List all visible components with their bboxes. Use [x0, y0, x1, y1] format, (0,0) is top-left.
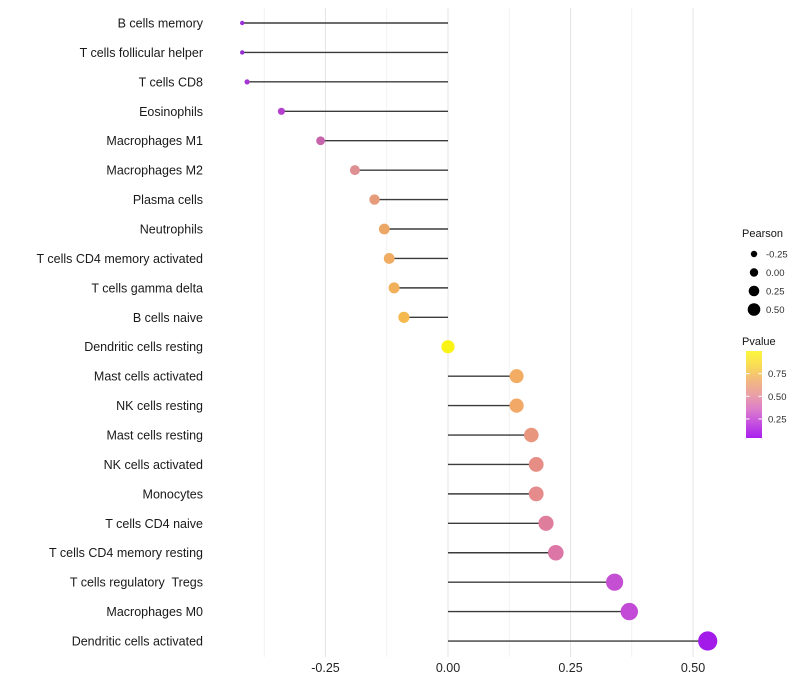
pearson-legend-dot [750, 250, 758, 258]
row-t-cells-follicular-helper: T cells follicular helper [80, 46, 448, 60]
row-macrophages-m0: Macrophages M0 [106, 602, 638, 621]
row-eosinophils: Eosinophils [139, 105, 448, 119]
pvalue-tick-label: 0.25 [768, 414, 787, 425]
ylabel-b-cells-memory: B cells memory [118, 17, 204, 31]
ylabel-macrophages-m2: Macrophages M2 [106, 164, 203, 178]
ylabel-t-cells-cd4-memory-activated: T cells CD4 memory activated [37, 252, 204, 266]
dot-t-cells-cd4-memory-activated [383, 253, 395, 264]
gridlines [263, 8, 694, 657]
row-neutrophils: Neutrophils [140, 223, 448, 237]
dot-b-cells-naive [398, 311, 410, 323]
ylabel-b-cells-naive: B cells naive [133, 311, 203, 325]
row-t-cells-cd4-naive: T cells CD4 naive [105, 515, 554, 531]
dot-macrophages-m1 [316, 136, 325, 146]
pearson-legend-label: 0.25 [766, 287, 785, 298]
row-t-cells-cd4-memory-activated: T cells CD4 memory activated [37, 252, 448, 266]
pearson-legend-dot [749, 268, 759, 277]
row-plasma-cells: Plasma cells [133, 193, 448, 207]
dot-macrophages-m0 [620, 602, 638, 621]
ylabel-t-cells-follicular-helper: T cells follicular helper [80, 46, 203, 60]
ylabel-t-cells-cd8: T cells CD8 [139, 75, 203, 89]
ylabel-macrophages-m0: Macrophages M0 [106, 605, 203, 619]
dot-mast-cells-activated [509, 369, 524, 384]
dot-b-cells-memory [240, 20, 245, 26]
dot-dendritic-cells-activated [698, 631, 718, 651]
row-macrophages-m2: Macrophages M2 [106, 164, 448, 178]
dot-t-cells-gamma-delta [388, 282, 400, 294]
row-b-cells-naive: B cells naive [133, 311, 448, 325]
ylabel-dendritic-cells-activated: Dendritic cells activated [72, 635, 203, 649]
pvalue-color-legend: Pvalue 0.75 0.50 0.25 [742, 336, 787, 438]
ylabel-nk-cells-activated: NK cells activated [104, 458, 203, 472]
dot-eosinophils [277, 107, 285, 115]
row-nk-cells-resting: NK cells resting [116, 398, 524, 413]
pvalue-tick-label: 0.75 [768, 369, 787, 380]
dot-monocytes [528, 486, 544, 502]
dot-t-cells-regulatory-tregs [606, 573, 624, 591]
x-tick-0.00: 0.00 [436, 661, 460, 675]
x-tick-0.50: 0.50 [681, 661, 705, 675]
ylabel-mast-cells-activated: Mast cells activated [94, 370, 203, 384]
ylabel-t-cells-gamma-delta: T cells gamma delta [91, 281, 203, 295]
x-tick-0.25: 0.25 [558, 661, 582, 675]
lollipop-rows: B cells memory T cells follicular helper T… [37, 17, 718, 651]
row-t-cells-cd4-memory-resting: T cells CD4 memory resting [49, 544, 564, 561]
dot-nk-cells-activated [528, 457, 544, 472]
ylabel-t-cells-regulatory-tregs: T cells regulatory Tregs [70, 576, 203, 590]
ylabel-plasma-cells: Plasma cells [133, 193, 203, 207]
dot-plasma-cells [369, 194, 380, 205]
ylabel-dendritic-cells-resting: Dendritic cells resting [84, 340, 203, 354]
ylabel-monocytes: Monocytes [143, 487, 203, 501]
pearson-legend-dot [747, 303, 761, 316]
row-mast-cells-activated: Mast cells activated [94, 369, 524, 384]
row-b-cells-memory: B cells memory [118, 17, 448, 31]
pvalue-legend-title: Pvalue [742, 336, 776, 348]
x-tick--0.25: -0.25 [311, 661, 340, 675]
x-axis: -0.25 0.00 0.25 0.50 [311, 661, 705, 675]
pvalue-colorbar-ticks: 0.75 0.50 0.25 [746, 369, 787, 425]
dot-t-cells-cd4-memory-resting [548, 544, 564, 561]
dot-macrophages-m2 [349, 165, 360, 176]
row-dendritic-cells-resting: Dendritic cells resting [84, 340, 455, 354]
row-t-cells-gamma-delta: T cells gamma delta [91, 281, 448, 295]
row-dendritic-cells-activated: Dendritic cells activated [72, 631, 718, 651]
pearson-legend-label: 0.50 [766, 305, 785, 316]
ylabel-nk-cells-resting: NK cells resting [116, 399, 203, 413]
pearson-legend-dot [748, 285, 760, 297]
dot-dendritic-cells-resting [441, 340, 455, 354]
pearson-legend-label: -0.25 [766, 250, 788, 261]
row-mast-cells-resting: Mast cells resting [106, 427, 539, 443]
dot-nk-cells-resting [509, 398, 524, 413]
ylabel-macrophages-m1: Macrophages M1 [106, 134, 203, 148]
dot-t-cells-cd4-naive [538, 515, 554, 531]
ylabel-t-cells-cd4-memory-resting: T cells CD4 memory resting [49, 546, 203, 560]
ylabel-mast-cells-resting: Mast cells resting [106, 429, 203, 443]
ylabel-eosinophils: Eosinophils [139, 105, 203, 119]
ylabel-t-cells-cd4-naive: T cells CD4 naive [105, 517, 203, 531]
pvalue-colorbar [746, 351, 762, 438]
dot-t-cells-cd8 [244, 79, 250, 85]
pearson-size-legend: Pearson -0.25 0.00 0.25 0.50 [742, 228, 788, 316]
row-monocytes: Monocytes [143, 486, 544, 501]
pearson-legend-title: Pearson [742, 228, 783, 240]
row-t-cells-cd8: T cells CD8 [139, 75, 448, 89]
pearson-legend-label: 0.00 [766, 268, 785, 279]
row-macrophages-m1: Macrophages M1 [106, 134, 448, 148]
ylabel-neutrophils: Neutrophils [140, 223, 203, 237]
row-nk-cells-activated: NK cells activated [104, 457, 544, 472]
row-t-cells-regulatory-tregs: T cells regulatory Tregs [70, 573, 624, 591]
dot-mast-cells-resting [524, 427, 539, 443]
dot-t-cells-follicular-helper [240, 50, 245, 55]
dot-neutrophils [378, 223, 390, 235]
pvalue-tick-label: 0.50 [768, 392, 787, 403]
